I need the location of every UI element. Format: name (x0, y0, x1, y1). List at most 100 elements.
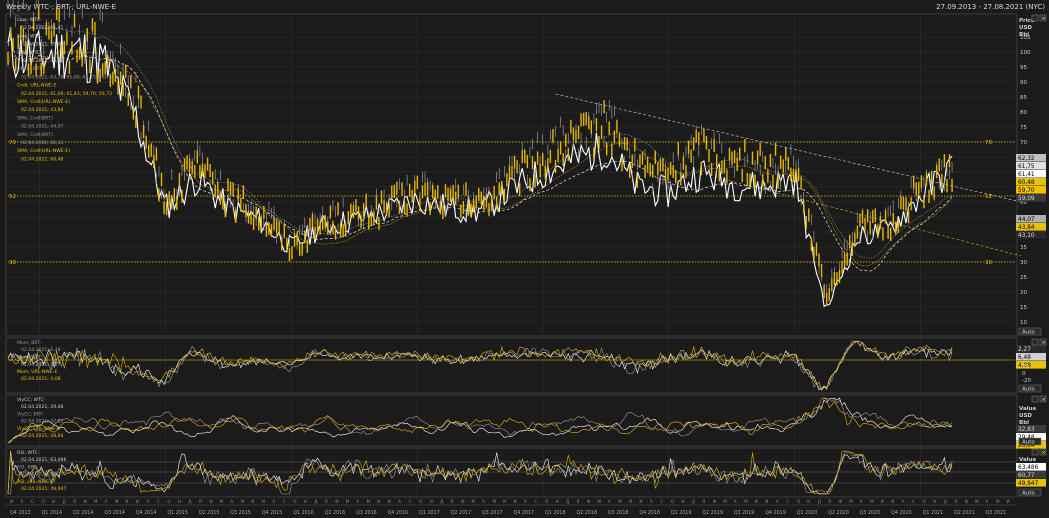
close-icon[interactable] (1039, 338, 1047, 346)
auto-scale-label: Auto (1022, 491, 1035, 497)
price-badge-text: 62,32 (1018, 156, 1035, 162)
rsi-axis-header: Value (1019, 457, 1036, 463)
auto-scale-button[interactable] (1018, 437, 1042, 446)
price-tick: 70 (1020, 140, 1027, 146)
panel-controls[interactable]: × (1031, 338, 1047, 346)
rsi-line (7, 450, 953, 495)
level-label-right: 70 (985, 140, 992, 146)
month-tick: И (136, 499, 139, 504)
x-tick-label: Q2 2020 (828, 510, 849, 516)
month-tick: А (650, 499, 653, 504)
series-line-wtc (7, 28, 953, 308)
legend-entry: Cndl; URL-NWE-E (17, 83, 57, 89)
close-icon[interactable] (1039, 395, 1047, 403)
month-tick: С (157, 499, 160, 504)
price-tick: 105 (1020, 35, 1031, 41)
month-tick: О (797, 499, 801, 504)
month-tick: М (849, 499, 853, 504)
x-tick-label: Q2 2015 (199, 510, 220, 516)
auto-scale-button[interactable] (1018, 488, 1042, 497)
month-tick: М (723, 499, 727, 504)
month-tick: Ф (335, 499, 339, 504)
price-tick: 85 (1020, 95, 1027, 101)
volatility-line (7, 397, 953, 444)
level-label-left: 30 (9, 260, 16, 266)
close-glyph: × (1041, 16, 1046, 22)
month-tick: М (996, 499, 1000, 504)
legend-entry: 02.04.2021; 28,84 (21, 433, 64, 439)
month-tick: Ф (965, 499, 969, 504)
month-tick: И (881, 499, 884, 504)
close-icon[interactable] (1039, 448, 1047, 456)
month-tick: Д (188, 499, 192, 504)
month-tick: Д (818, 499, 822, 504)
price-badge (1016, 162, 1046, 170)
level-label-right: 52 (985, 194, 992, 200)
legend-entry: 02.04.2021; 4,08 (21, 376, 61, 382)
legend-entry: RSI; WTC- (17, 450, 40, 456)
auto-scale-button[interactable] (1018, 327, 1042, 336)
x-tick-label: Q3 2020 (860, 510, 881, 516)
month-tick: А (146, 499, 149, 504)
auto-scale-label: Auto (1022, 387, 1035, 393)
price-tick: 15 (1020, 305, 1027, 311)
month-tick: Ф (209, 499, 213, 504)
vol-axis-header: Value (1019, 406, 1036, 412)
rsi-badge-text: 49,947 (1018, 481, 1039, 487)
month-tick: М (367, 499, 371, 504)
mom-badge-text: 6,48 (1018, 355, 1031, 361)
panel-controls[interactable]: × (1031, 448, 1047, 456)
month-tick: Н (52, 499, 55, 504)
mom-tick: -20 (1022, 378, 1031, 384)
legend-entry: 02.04.2021; 60,77 (21, 472, 64, 478)
x-tick-label: Q2 2019 (702, 510, 723, 516)
month-tick: Я (828, 499, 831, 504)
square-icon[interactable] (1031, 14, 1039, 22)
price-badge (1016, 231, 1046, 239)
month-tick: С (31, 499, 34, 504)
square-icon[interactable] (1031, 338, 1039, 346)
price-tick: 75 (1020, 125, 1027, 131)
mom-tick: 20 (1022, 364, 1029, 370)
price-badge (1016, 194, 1046, 202)
month-tick: А (734, 499, 737, 504)
price-tick: 80 (1020, 110, 1027, 116)
legend-entry: OHLC; BRT- (17, 66, 43, 72)
month-tick: И (503, 499, 506, 504)
x-tick-label: Q4 2013 (10, 510, 31, 516)
month-tick: Я (451, 499, 454, 504)
legend-entry: VlyCC; URL-NWE-E (17, 426, 60, 432)
month-tick: Я (325, 499, 328, 504)
month-tick: И (629, 499, 632, 504)
momentum-line (7, 340, 953, 391)
square-icon[interactable] (1031, 448, 1039, 456)
x-tick-label: Q1 2017 (419, 510, 440, 516)
month-tick: И (639, 499, 642, 504)
month-tick: О (923, 499, 927, 504)
month-tick: Я (576, 499, 579, 504)
legend-entry: Mom; URL-NWE-E (17, 369, 57, 375)
moving-average-line (7, 6, 953, 259)
auto-scale-button[interactable] (1018, 384, 1042, 393)
panel-controls[interactable]: × (1031, 14, 1047, 22)
legends: Line; WTC- 02.04.2021; 61,41 Stoc; WTC- 02.… (17, 17, 112, 492)
price-badge-text: 61,75 (1018, 164, 1035, 170)
price-badge-text: 44,07 (1018, 217, 1035, 223)
square-icon[interactable] (1031, 395, 1039, 403)
price-tick: 20 (1020, 290, 1027, 296)
x-tick-label: Q3 2021 (986, 510, 1007, 516)
x-tick-label: Q1 2015 (167, 510, 188, 516)
close-icon[interactable] (1039, 14, 1047, 22)
legend-entry: RSI; BRT- (17, 464, 38, 470)
gridlines (8, 16, 1015, 497)
x-tick-label: Q4 2016 (388, 510, 409, 516)
legend-entry: 02.04.2021; 43,10 (21, 58, 64, 64)
rsi-badge (1016, 471, 1046, 479)
panel-controls[interactable]: × (1031, 395, 1047, 403)
month-tick: И (251, 499, 254, 504)
legend-entry: 02.04.2021; 59,09 (21, 42, 64, 48)
x-axis-labels: Q4 2013 И А С Q1 2014 О Н Д Q2 2014 Я Ф М Q3 2014 А М И… (10, 499, 1010, 516)
mom-tick: 0 (1022, 371, 1026, 377)
price-badge-text: 60,48 (1018, 180, 1035, 186)
